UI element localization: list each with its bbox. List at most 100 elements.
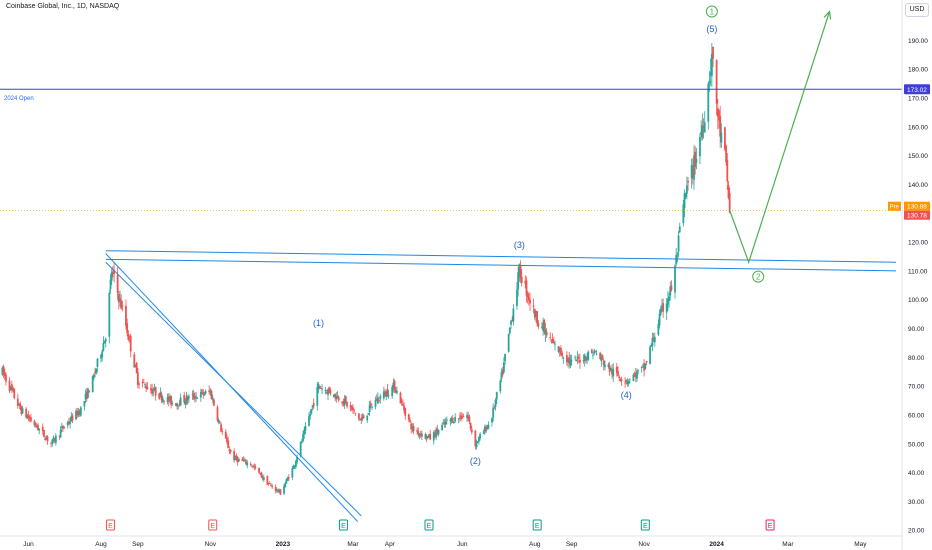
candle-body (460, 415, 463, 420)
y-tick-label: 50.00 (908, 441, 925, 448)
symbol-title[interactable]: Coinbase Global, Inc., 1D, NASDAQ (6, 3, 120, 10)
currency-badge[interactable]: USD (905, 3, 929, 17)
candle-body (627, 381, 630, 384)
earnings-marker[interactable]: E (765, 519, 775, 531)
wave-label: (2) (470, 456, 481, 466)
candle-body (385, 391, 388, 398)
candle-body (126, 323, 129, 334)
candle-body (516, 289, 518, 307)
price-axis[interactable]: 20.00 30.00 40.00 50.00 60.00 70.00 80.00 90.00… (888, 0, 930, 550)
wave-label-circle (752, 270, 765, 283)
x-tick-label: 2023 (276, 541, 291, 548)
candle-body (110, 272, 113, 281)
candle-body (121, 305, 124, 307)
candle-body (302, 434, 304, 442)
candle-body (724, 127, 726, 150)
candle-body (653, 336, 656, 343)
candle-body (317, 383, 320, 390)
candle-body (725, 145, 728, 162)
candle-body (111, 271, 114, 273)
candle-body (186, 396, 189, 401)
candle-body (353, 410, 356, 412)
candle-body (59, 429, 62, 438)
candle-body (135, 362, 138, 373)
candle-body (262, 477, 265, 480)
candle-body (128, 337, 131, 339)
candle-body (53, 438, 56, 441)
candle-body (416, 430, 419, 432)
candle-body (400, 401, 403, 403)
candle-body (28, 417, 31, 420)
candle-body (141, 382, 144, 384)
candle-body (450, 417, 453, 422)
candle-body (703, 122, 706, 133)
candle-body (562, 357, 565, 359)
candle-body (651, 337, 654, 346)
earnings-marker[interactable]: E (640, 519, 650, 531)
candle-body (407, 414, 410, 420)
candle-body (160, 393, 163, 401)
candle-body (491, 418, 493, 423)
y-tick-label: 150.00 (908, 153, 928, 160)
candle-body (352, 407, 354, 410)
candle-body (251, 465, 253, 467)
candle-body (218, 421, 221, 423)
candle-body (311, 405, 314, 408)
candle-body (607, 364, 610, 368)
candle-body (611, 369, 613, 375)
candle-body (451, 418, 454, 423)
candle-body (161, 398, 164, 403)
candle-body (609, 367, 612, 371)
candle-body (644, 363, 647, 369)
candle-body (420, 433, 423, 437)
candle-body (600, 356, 603, 362)
time-axis[interactable]: Jun Aug Sep Nov 2023 Mar Apr Jun Aug Sep Nov 2024 Ma… (0, 519, 902, 548)
candle-body (624, 382, 627, 384)
candle-body (291, 468, 294, 478)
earnings-marker[interactable]: E (208, 519, 218, 531)
y-tick-label: 190.00 (908, 38, 928, 45)
candle-body (500, 371, 503, 379)
candle-body (569, 359, 572, 366)
candle-body (526, 293, 529, 298)
candle-body (419, 434, 422, 436)
candle-body (333, 394, 335, 397)
candle-body (486, 426, 489, 430)
candle-body (20, 407, 23, 415)
candle-body (507, 333, 510, 352)
candle-body (66, 422, 69, 426)
earnings-marker[interactable]: E (424, 519, 434, 531)
candle-body (511, 319, 514, 321)
y-tick-label: 60.00 (908, 412, 925, 419)
candle-body (695, 158, 698, 163)
candle-body (709, 72, 712, 76)
candle-body (336, 395, 339, 399)
candle-body (328, 387, 331, 391)
candle-body (235, 455, 238, 460)
x-tick-label: Sep (132, 541, 144, 548)
earnings-marker[interactable]: E (532, 519, 542, 531)
candle-body (69, 421, 72, 425)
candle-body (26, 416, 29, 418)
y-tick-label: 180.00 (908, 67, 928, 74)
candle-body (508, 327, 511, 334)
earnings-marker[interactable]: E (106, 519, 116, 531)
earnings-marker[interactable]: E (338, 519, 348, 531)
candle-body (727, 185, 730, 198)
candle-body (432, 432, 435, 441)
candle-body (379, 395, 382, 400)
candle-body (85, 391, 88, 399)
candle-body (129, 335, 132, 352)
candle-body (170, 395, 173, 405)
candle-body (87, 388, 89, 398)
x-tick-label: Mar (347, 541, 359, 548)
candle-body (91, 376, 94, 392)
candle-body (252, 465, 255, 467)
candle-body (525, 280, 528, 296)
earnings-badge (532, 519, 542, 531)
candle-body (533, 309, 536, 318)
candle-body (279, 489, 282, 495)
candle-body (378, 399, 381, 401)
candle-body (487, 424, 490, 429)
